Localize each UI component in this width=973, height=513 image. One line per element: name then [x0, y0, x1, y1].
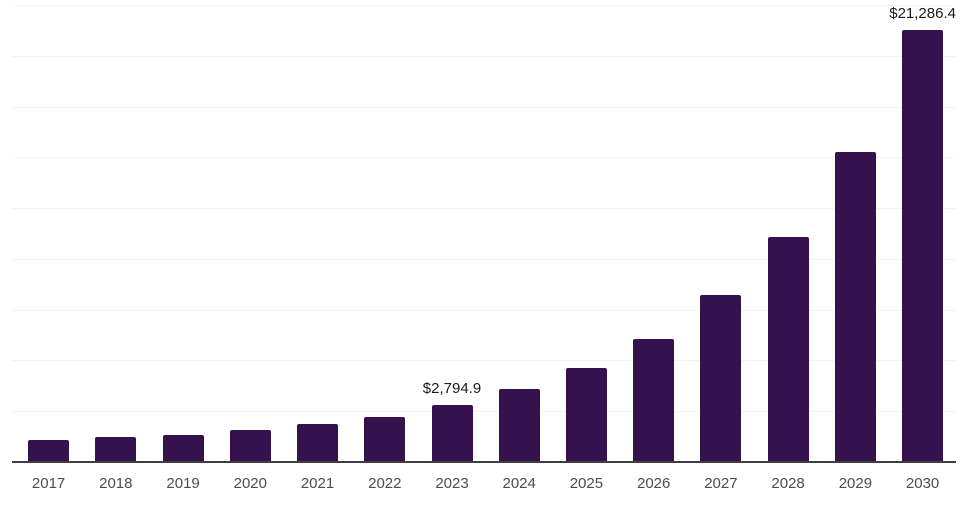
bar-2024: [498, 389, 540, 462]
bar-2022: [364, 417, 406, 462]
x-tick-label-2030: 2030: [905, 475, 940, 492]
gridline-2500: [12, 411, 956, 413]
bar-2026: [633, 338, 675, 462]
gridline-17500: [12, 106, 956, 108]
bar-2021: [297, 424, 338, 462]
bar-2023: [431, 405, 473, 462]
bar-2029: [834, 152, 876, 462]
x-tick-label-2024: 2024: [502, 475, 536, 492]
x-tick-label-2023: 2023: [435, 475, 469, 492]
gridline-15000: [12, 157, 956, 159]
x-tick-label-2027: 2027: [704, 475, 738, 492]
gridline-10000: [12, 258, 956, 260]
bar-2028: [767, 236, 809, 462]
gridline-5000: [12, 360, 956, 362]
gridline-20000: [12, 55, 956, 57]
x-tick-label-2017: 2017: [31, 475, 66, 492]
bar-2020: [229, 430, 271, 462]
x-tick-label-2028: 2028: [771, 475, 805, 492]
x-tick-label-2025: 2025: [569, 475, 604, 492]
x-tick-label-2020: 2020: [233, 475, 267, 492]
bar-2018: [95, 437, 137, 462]
x-tick-label-2019: 2019: [166, 475, 200, 492]
bar-2025: [565, 368, 607, 462]
bar-2027: [700, 295, 742, 462]
value-label-2023: $2,794.9: [422, 380, 482, 398]
x-axis-line: [12, 461, 956, 463]
bar-2030: [902, 29, 944, 462]
bar-2017: [28, 439, 70, 462]
x-tick-label-2021: 2021: [300, 475, 335, 492]
gridline-12500: [12, 208, 956, 210]
value-label-2030: $21,286.4: [889, 4, 956, 22]
gridline-7500: [12, 309, 956, 311]
gridline-22500: [12, 5, 956, 6]
x-tick-label-2018: 2018: [99, 475, 133, 492]
bar-2019: [162, 434, 204, 462]
x-tick-label-2022: 2022: [368, 475, 402, 492]
x-tick-label-2029: 2029: [838, 475, 873, 492]
x-tick-label-2026: 2026: [637, 475, 671, 492]
